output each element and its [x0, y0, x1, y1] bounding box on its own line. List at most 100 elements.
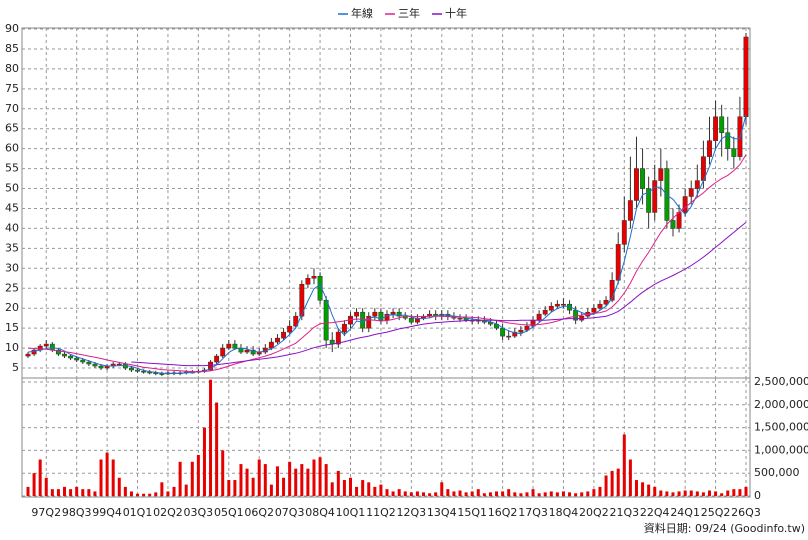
candle-body: [86, 361, 92, 365]
y-tick-label: 35: [5, 241, 19, 254]
volume-bar: [397, 489, 401, 496]
y2-tick-label: 500,000: [754, 466, 800, 479]
x-tick-label: 01Q1: [123, 506, 153, 519]
volume-bar: [379, 484, 383, 496]
candle-body: [226, 343, 232, 349]
volume-bar: [671, 492, 675, 496]
y-tick-label: 90: [5, 22, 19, 35]
y-tick-label: 80: [5, 62, 19, 75]
volume-bar: [221, 450, 225, 496]
volume-bar: [488, 492, 492, 496]
candle-body: [68, 355, 74, 359]
volume-bar: [117, 477, 121, 496]
y2-tick-label: 2,500,000: [754, 375, 808, 388]
volume-bar: [476, 489, 480, 496]
volume-bar: [385, 489, 389, 496]
candle-body: [506, 335, 512, 338]
candle-body: [609, 280, 615, 301]
volume-bar: [190, 461, 194, 496]
volume-bar: [245, 468, 249, 496]
x-tick-label: 11Q2: [366, 506, 396, 519]
candle-body: [141, 370, 147, 373]
volume-bar: [367, 482, 371, 496]
volume-bar: [561, 491, 565, 496]
volume-bar: [63, 486, 67, 496]
candle-body: [640, 168, 646, 189]
volume-bar: [592, 489, 596, 496]
volume-bar: [172, 486, 176, 496]
volume-bar: [403, 491, 407, 496]
candle-body: [682, 196, 688, 213]
volume-bar: [574, 493, 578, 496]
candle-body: [74, 357, 80, 361]
volume-bar: [647, 484, 651, 496]
y-tick-label: 10: [5, 341, 19, 354]
volume-panel: [21, 377, 751, 498]
candle-body: [597, 303, 603, 309]
x-tick-label: 97Q2: [31, 506, 61, 519]
y-tick-label: 85: [5, 42, 19, 55]
volume-bar: [257, 459, 261, 496]
volume-bar: [336, 470, 340, 496]
y-tick-label: 15: [5, 321, 19, 334]
x-tick-label: 20Q2: [579, 506, 609, 519]
candle-body: [658, 168, 664, 181]
candle-body: [670, 220, 676, 229]
legend-label: 十年: [445, 6, 467, 20]
y-tick-label: 40: [5, 221, 19, 234]
volume-bar: [99, 459, 103, 496]
volume-bar: [184, 484, 188, 496]
candle-body: [725, 132, 731, 149]
volume-bar: [586, 491, 590, 496]
candle-body: [743, 36, 749, 117]
volume-bar: [355, 486, 359, 496]
volume-bar: [136, 493, 140, 496]
volume-bar: [50, 489, 54, 496]
volume-bar: [209, 379, 213, 496]
y-tick-label: 60: [5, 142, 19, 155]
volume-bar: [683, 490, 687, 496]
candle-body: [378, 311, 384, 321]
y2-tick-label: 1,500,000: [754, 421, 808, 434]
volume-bar: [446, 489, 450, 496]
y-tick-label: 65: [5, 122, 19, 135]
volume-bar: [275, 466, 279, 496]
candle-body: [627, 200, 633, 221]
volume-bar: [519, 493, 523, 496]
x-tick-label: 06Q2: [244, 506, 274, 519]
x-tick-label: 17Q3: [518, 506, 548, 519]
y2-tick-label: 1,000,000: [754, 443, 808, 456]
volume-bar: [653, 486, 657, 496]
volume-bar: [513, 492, 517, 496]
x-tick-label: 02Q2: [153, 506, 183, 519]
y-tick-label: 55: [5, 162, 19, 175]
volume-bar: [233, 480, 237, 496]
volume-bar: [604, 475, 608, 496]
candle-body: [80, 359, 86, 363]
volume-bar: [549, 491, 553, 496]
candle-body: [305, 278, 311, 285]
y2-tick-label: 2,000,000: [754, 398, 808, 411]
candle-body: [548, 305, 554, 311]
candle-body: [554, 303, 560, 307]
volume-bar: [202, 427, 206, 496]
volume-bar: [361, 480, 365, 496]
volume-bar: [434, 492, 438, 496]
candle-body: [634, 168, 639, 201]
candle-body: [457, 317, 463, 320]
volume-bar: [306, 468, 310, 496]
candle-body: [719, 116, 725, 133]
candle-body: [92, 363, 98, 367]
candle-body: [128, 367, 134, 371]
candle-body: [731, 148, 737, 157]
volume-bar: [105, 452, 109, 496]
candle-body: [354, 311, 360, 317]
volume-bar: [707, 490, 711, 496]
volume-bar: [744, 486, 748, 496]
volume-bar: [610, 470, 614, 496]
candle-body: [323, 299, 329, 341]
x-tick-label: 26Q3: [731, 506, 761, 519]
volume-bar: [318, 457, 322, 496]
candle-body: [646, 188, 652, 213]
